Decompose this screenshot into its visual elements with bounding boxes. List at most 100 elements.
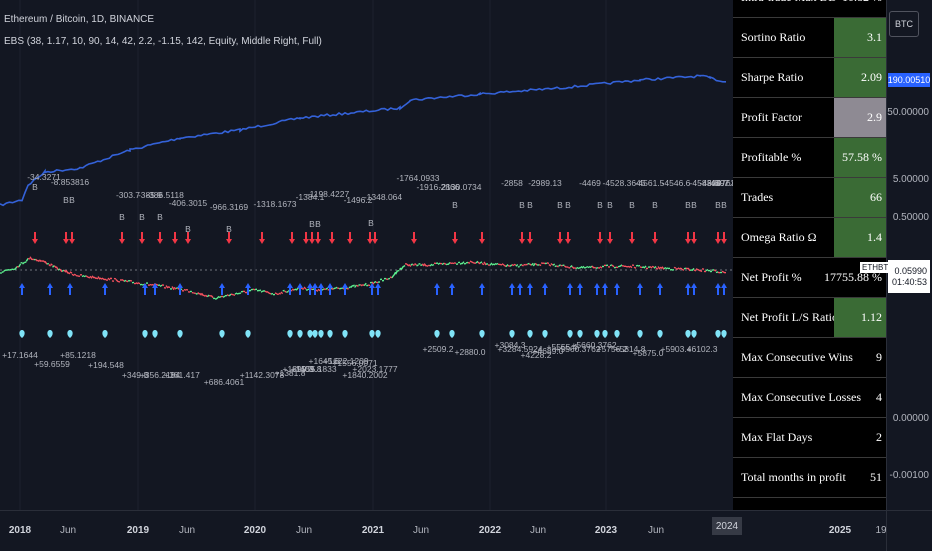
price-candle <box>166 286 168 289</box>
price-candle <box>237 293 239 294</box>
current-price-value: 0.05990 <box>894 266 927 277</box>
short-entry-arrow-icon <box>329 232 335 244</box>
compare-symbol-button[interactable]: BTC <box>889 11 919 37</box>
short-entry-arrow-icon <box>452 232 458 244</box>
price-candle <box>716 272 718 273</box>
indicator-legend[interactable]: EBS (38, 1.17, 10, 90, 14, 42, 2.2, -1.1… <box>4 36 322 47</box>
short-entry-arrow-icon <box>565 232 571 244</box>
price-candle <box>235 293 237 294</box>
price-candle <box>398 271 400 272</box>
exit-marker-icon <box>614 330 619 338</box>
price-candle <box>184 290 186 291</box>
price-axis-tick: 5.00000 <box>893 174 929 185</box>
price-candle <box>322 289 324 290</box>
long-entry-arrow-icon <box>219 283 225 295</box>
short-entry-arrow-icon <box>715 232 721 244</box>
price-candle <box>219 297 221 298</box>
long-entry-arrow-icon <box>67 283 73 295</box>
table-row: Profitable %57.58 % <box>733 138 886 177</box>
long-entry-arrow-icon <box>102 283 108 295</box>
price-candle <box>620 265 622 267</box>
price-candle <box>339 288 341 289</box>
exit-marker-icon <box>577 330 582 338</box>
price-candle <box>684 268 686 269</box>
price-candle <box>438 263 440 264</box>
short-entry-arrow-icon <box>32 232 38 244</box>
price-candle <box>98 277 100 280</box>
long-entry-arrow-icon <box>594 283 600 295</box>
exit-marker-icon <box>177 330 182 338</box>
long-entry-arrow-icon <box>287 283 293 295</box>
price-candle <box>351 285 353 287</box>
price-candle <box>543 263 545 264</box>
price-candle <box>652 266 654 267</box>
price-candle <box>275 293 277 294</box>
long-entry-arrow-icon <box>614 283 620 295</box>
current-price-tag: 0.05990 01:40:53 <box>888 260 930 293</box>
price-candle <box>618 266 620 267</box>
short-entry-arrow-icon <box>119 232 125 244</box>
price-candle <box>21 263 23 264</box>
price-candle <box>108 278 110 280</box>
price-candle <box>388 278 390 279</box>
price-candle <box>650 267 652 268</box>
symbol-legend[interactable]: Ethereum / Bitcoin, 1D, BINANCE <box>4 14 154 25</box>
exit-marker-icon <box>312 330 317 338</box>
exit-marker-icon <box>297 330 302 338</box>
price-candle <box>516 265 518 267</box>
price-candle <box>86 276 88 277</box>
short-entry-arrow-icon <box>685 232 691 244</box>
price-candle <box>535 263 537 265</box>
metric-label: Sortino Ratio <box>735 18 833 57</box>
price-candle <box>482 263 484 264</box>
short-entry-arrow-icon <box>315 232 321 244</box>
entry-b-label: B <box>629 200 635 210</box>
price-candle <box>664 268 666 269</box>
price-candle <box>285 291 287 292</box>
price-candle <box>271 294 273 295</box>
price-candle <box>714 270 716 271</box>
short-entry-arrow-icon <box>519 232 525 244</box>
price-candle <box>118 282 120 283</box>
exit-marker-icon <box>657 330 662 338</box>
short-entry-arrow-icon <box>527 232 533 244</box>
price-candle <box>692 268 694 270</box>
long-trade-pnl-label: +194.548 <box>88 360 124 370</box>
price-candle <box>45 261 47 264</box>
price-candle <box>636 265 638 266</box>
price-candle <box>24 262 26 263</box>
price-candle <box>231 294 233 295</box>
metric-value: 3.1 <box>834 18 886 57</box>
price-candle <box>279 293 281 294</box>
short-entry-arrow-icon <box>172 232 178 244</box>
price-candle <box>512 265 514 266</box>
short-trade-pnl-label: -4561.5 <box>636 178 665 188</box>
price-candle <box>403 266 405 267</box>
price-candle <box>580 266 582 268</box>
short-entry-arrow-icon <box>721 232 727 244</box>
short-trade-pnl-label: -2130.0734 <box>438 182 481 192</box>
price-candle <box>596 268 598 269</box>
price-candle <box>56 267 58 270</box>
entry-b-label: B <box>185 224 191 234</box>
price-candle <box>202 293 204 296</box>
short-trade-pnl-label: -303.7 <box>116 190 140 200</box>
price-candle <box>26 258 28 261</box>
long-trade-pnl-label: +361.417 <box>164 370 200 380</box>
exit-marker-icon <box>567 330 572 338</box>
price-candle <box>553 264 555 265</box>
price-candle <box>47 264 49 265</box>
long-trade-pnl-label: +2509.2 <box>423 344 454 354</box>
price-candle <box>547 263 549 264</box>
price-candle <box>718 272 720 273</box>
time-axis-tick: 2018 <box>9 525 31 536</box>
entry-b-label: B <box>368 218 374 228</box>
price-candle <box>122 280 124 282</box>
metric-value: 2.09 <box>834 58 886 97</box>
exit-marker-icon <box>102 330 107 338</box>
